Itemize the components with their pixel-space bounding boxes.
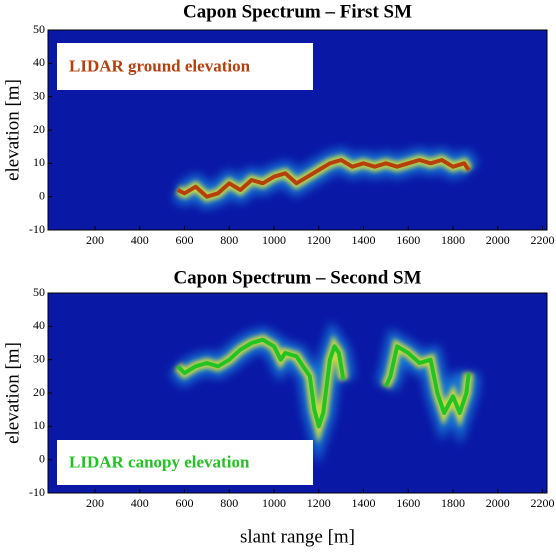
x-tick-label: 1800	[441, 233, 465, 247]
x-tick-label: 2000	[486, 496, 510, 510]
data-line	[176, 337, 471, 429]
plot-area	[172, 148, 478, 210]
x-tick-label: 1200	[307, 233, 331, 247]
y-axis-label: elevation [m]	[2, 79, 23, 181]
y-tick-label: 10	[33, 155, 45, 169]
legend-box	[57, 440, 313, 485]
y-tick-label: 30	[33, 351, 45, 365]
x-tick-label: 1000	[262, 496, 286, 510]
x-tick-label: 1800	[441, 496, 465, 510]
y-tick-label: 0	[39, 188, 45, 202]
x-tick-label: 1600	[396, 496, 420, 510]
legend-label: LIDAR canopy elevation	[69, 452, 250, 471]
x-tick-label: 200	[86, 496, 104, 510]
y-tick-label: 10	[33, 418, 45, 432]
y-tick-label: -10	[29, 485, 45, 499]
y-tick-label: -10	[29, 222, 45, 236]
x-tick-label: 400	[131, 233, 149, 247]
y-tick-label: 50	[33, 285, 45, 299]
x-tick-label: 200	[86, 233, 104, 247]
y-tick-label: 20	[33, 385, 45, 399]
chart-title: Capon Spectrum – First SM	[183, 1, 412, 22]
data-line	[176, 158, 471, 199]
y-tick-label: 0	[39, 451, 45, 465]
x-tick-label: 800	[220, 233, 238, 247]
x-axis-label: slant range [m]	[240, 526, 355, 547]
x-tick-label: 600	[175, 233, 193, 247]
x-tick-label: 2200	[531, 233, 555, 247]
x-tick-label: 1200	[307, 496, 331, 510]
legend-box	[57, 43, 313, 90]
chart-title: Capon Spectrum – Second SM	[173, 267, 421, 288]
y-tick-label: 40	[33, 55, 45, 69]
x-tick-label: 400	[131, 496, 149, 510]
y-tick-label: 30	[33, 88, 45, 102]
y-tick-label: 50	[33, 22, 45, 36]
x-tick-label: 800	[220, 496, 238, 510]
y-tick-label: 40	[33, 318, 45, 332]
x-tick-label: 1600	[396, 233, 420, 247]
x-tick-label: 600	[175, 496, 193, 510]
y-axis-label: elevation [m]	[2, 342, 23, 444]
x-tick-label: 1400	[352, 496, 376, 510]
plot-area	[170, 321, 480, 465]
x-tick-label: 1000	[262, 233, 286, 247]
legend-label: LIDAR ground elevation	[69, 56, 251, 75]
x-tick-label: 2200	[531, 496, 555, 510]
x-tick-label: 2000	[486, 233, 510, 247]
y-tick-label: 20	[33, 122, 45, 136]
x-tick-label: 1400	[352, 233, 376, 247]
